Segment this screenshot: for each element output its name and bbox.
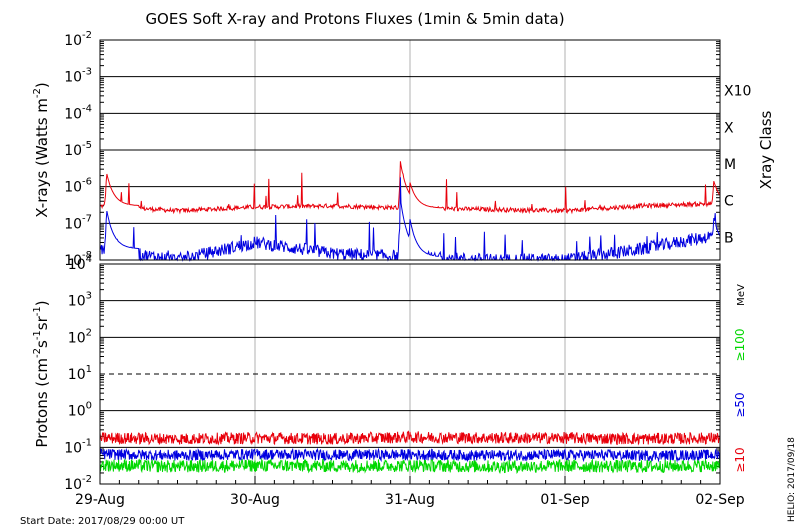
proton-unit-label: MeV bbox=[736, 284, 747, 306]
xray-class-axis-title: Xray Class bbox=[757, 110, 775, 189]
xray-short-series bbox=[99, 177, 721, 262]
proton-ytick-label: 103 bbox=[68, 291, 92, 310]
xray-ytick-label: 10-2 bbox=[64, 30, 92, 49]
xray-ytick-label: 10-4 bbox=[64, 103, 92, 122]
xray-ytick-label: 10-8 bbox=[64, 250, 92, 269]
xray-class-label: C bbox=[724, 194, 734, 210]
xray-class-label: B bbox=[724, 230, 734, 246]
xray-class-label: X10 bbox=[724, 84, 751, 100]
proton-ytick-label: 10-2 bbox=[64, 474, 92, 493]
x-axis: 29-Aug 30-Aug 31-Aug 01-Sep 02-Sep bbox=[75, 476, 745, 508]
xray-ytick-label: 10-5 bbox=[64, 140, 92, 159]
xray-ytick-label: 10-3 bbox=[64, 67, 92, 86]
xray-ytick-label: 10-6 bbox=[64, 177, 92, 196]
proton-ytick-label: 102 bbox=[68, 327, 92, 346]
proton-series-10mev bbox=[99, 430, 721, 446]
x-tick-label: 31-Aug bbox=[385, 492, 435, 508]
proton-legend-2: ≥100 bbox=[733, 329, 747, 362]
xray-frame bbox=[99, 39, 721, 261]
start-date-label: Start Date: 2017/08/29 00:00 UT bbox=[20, 516, 185, 527]
xray-ytick-label: 10-7 bbox=[64, 213, 92, 232]
xray-axis-title: X-rays (Watts m-2) bbox=[32, 82, 51, 217]
x-tick-label: 30-Aug bbox=[230, 492, 280, 508]
x-tick-label: 29-Aug bbox=[75, 492, 125, 508]
proton-legend-0: ≥10 bbox=[733, 447, 747, 472]
proton-ytick-label: 101 bbox=[68, 364, 92, 383]
proton-ytick-label: 100 bbox=[68, 401, 92, 420]
proton-panel: 104 103 102 101 100 10-1 10-2 Protons (cm-2s-1s… bbox=[32, 254, 747, 493]
proton-legend-1: ≥50 bbox=[733, 392, 747, 417]
proton-series-100mev bbox=[99, 457, 721, 474]
xray-panel: 10-2 10-3 10-4 10-5 10-6 10-7 10-8 X10 X M C B Xray … bbox=[32, 30, 775, 269]
x-tick-label: 01-Sep bbox=[540, 492, 589, 508]
credit-label: HELIO: 2017/09/18 bbox=[787, 437, 797, 522]
chart-title: GOES Soft X-ray and Protons Fluxes (1min… bbox=[145, 10, 564, 28]
x-tick-label: 02-Sep bbox=[695, 492, 744, 508]
xray-long-series bbox=[99, 161, 721, 215]
proton-ytick-label: 104 bbox=[68, 254, 92, 273]
xray-class-label: X bbox=[724, 120, 734, 136]
proton-ytick-label: 10-1 bbox=[64, 437, 92, 456]
proton-axis-title: Protons (cm-2s-1sr-1) bbox=[32, 300, 51, 447]
proton-series-50mev bbox=[99, 447, 721, 463]
xray-class-label: M bbox=[724, 157, 736, 173]
